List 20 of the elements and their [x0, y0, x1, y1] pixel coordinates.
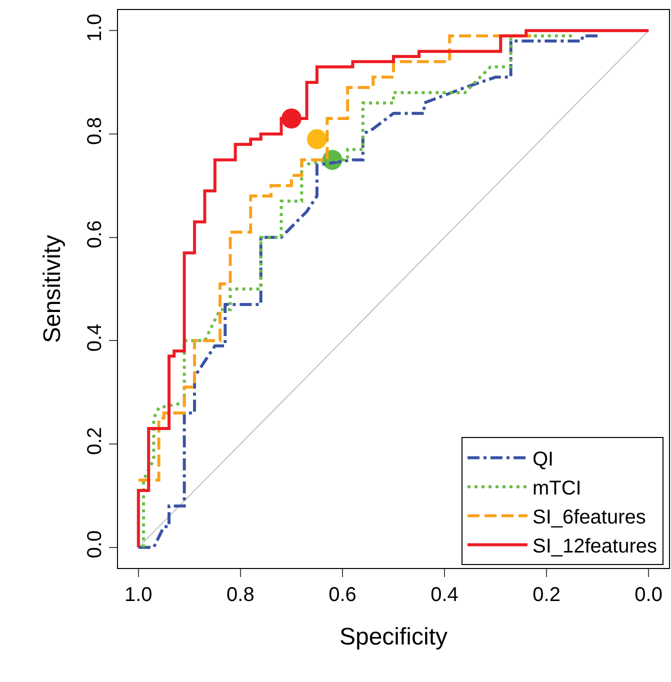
y-tick-label: 0.4: [84, 324, 106, 352]
y-tick-label: 0.0: [84, 530, 106, 558]
legend-label: SI_12features: [532, 536, 658, 558]
y-tick-label: 0.8: [84, 117, 106, 145]
x-tick-label: 1.0: [124, 584, 152, 606]
point: [306, 129, 327, 150]
y-tick-label: 1.0: [84, 14, 106, 42]
line-series: [136, 34, 533, 482]
y-axis-title: Sensitivity: [39, 234, 66, 344]
x-tick-label: 0.4: [430, 584, 458, 606]
y-tick-label: 0.6: [84, 220, 106, 248]
legend-label: QI: [532, 448, 554, 471]
legend-label: SI_6features: [532, 506, 646, 529]
y-tick-label: 0.2: [84, 427, 106, 455]
x-tick-label: 0.8: [226, 584, 254, 606]
x-axis-title: Specificity: [339, 623, 448, 650]
x-tick-label: 0.2: [532, 584, 560, 606]
legend-label: mTCI: [532, 478, 582, 500]
x-tick-label: 0.0: [634, 584, 662, 606]
x-tick-label: 0.6: [328, 584, 356, 606]
